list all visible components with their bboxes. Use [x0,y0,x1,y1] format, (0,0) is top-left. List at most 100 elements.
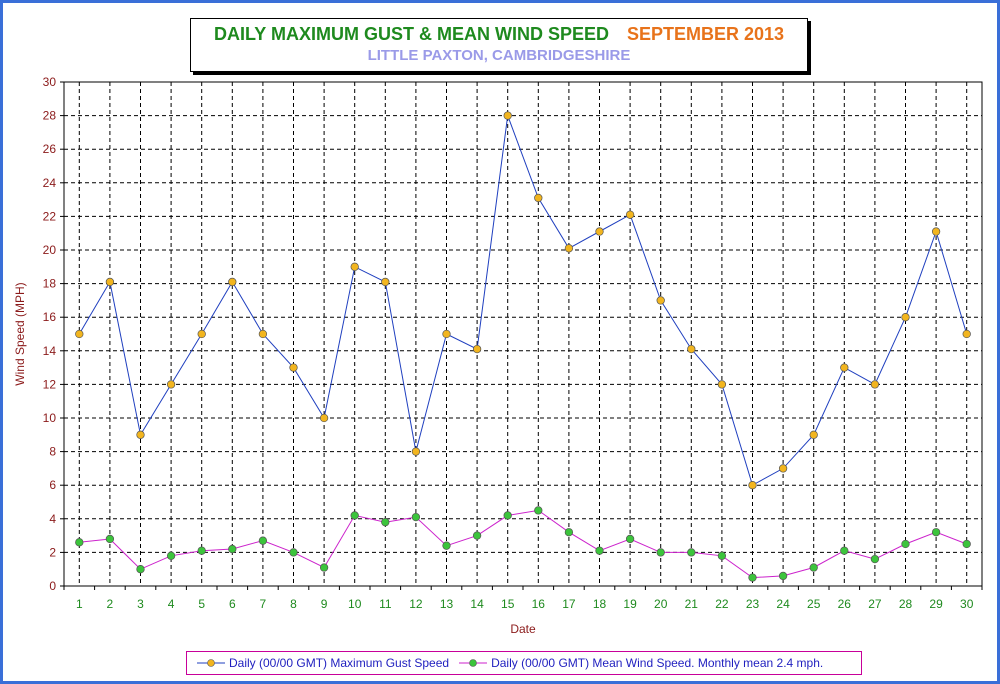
series-line-0 [78,115,968,486]
series-1-point [105,534,115,544]
series-0-point [656,296,665,305]
series-1-point [228,544,237,554]
series-1-point [687,548,696,557]
axes-layer [60,81,983,590]
x-tick-label: 30 [960,597,974,611]
series-1-point [564,528,574,537]
x-tick-label: 9 [321,597,328,611]
legend-item-mean: Daily (00/00 GMT) Mean Wind Speed. Month… [459,656,823,670]
series-0-point [136,430,145,439]
y-tick-label: 10 [43,411,57,425]
plot-area-border [63,81,983,587]
series-0-point [625,210,635,219]
y-axis-label: Wind Speed (MPH) [13,282,27,385]
series-0-point [319,413,329,423]
series-0-point [350,262,359,271]
x-tick-label: 12 [409,597,423,611]
y-tick-label: 18 [43,277,57,291]
grid-layer [64,82,982,586]
y-tick-label: 22 [43,209,57,223]
x-tick-label: 23 [746,597,760,611]
legend-item-gust: Daily (00/00 GMT) Maximum Gust Speed [197,656,449,670]
series-1-point [289,548,298,557]
series-0-point [962,329,971,339]
chart-title: DAILY MAXIMUM GUST & MEAN WIND SPEED [213,24,609,44]
series-0-point [381,277,390,287]
series-0-point [289,363,298,372]
series-1-point [197,546,206,555]
series-1-point [411,512,421,522]
series-1-point [840,546,849,555]
series-1-point [870,554,880,564]
series-1-point [962,539,971,549]
x-tick-label: 22 [715,597,729,611]
series-0-point [778,464,788,473]
legend-mean-label: Daily (00/00 GMT) Mean Wind Speed. Month… [491,656,824,670]
x-tick-label: 21 [685,597,699,611]
series-1-point [350,511,359,520]
series-1-point [258,536,268,545]
x-tick-label: 10 [348,597,362,611]
legend-gust-label: Daily (00/00 GMT) Maximum Gust Speed [229,656,450,670]
chart-title-line: DAILY MAXIMUM GUST & MEAN WIND SPEED SEPT… [191,24,807,45]
x-tick-label: 17 [562,597,576,611]
series-0-point [166,380,176,389]
series-0-point [197,329,206,339]
series-0-point [931,227,941,236]
y-tick-label: 24 [43,176,57,190]
y-tick-label: 4 [49,512,56,526]
legend-mean-marker-icon [459,659,488,667]
y-tick-label: 14 [43,344,57,358]
chart-subtitle: LITTLE PAXTON, CAMBRIDGESHIRE [367,47,631,64]
y-tick-label: 8 [49,445,56,459]
x-tick-label: 20 [654,597,668,611]
y-tick-label: 28 [43,109,57,123]
x-tick-label: 25 [807,597,821,611]
x-tick-label: 4 [168,597,175,611]
series-1-point [656,548,665,557]
y-tick-label: 20 [43,243,57,257]
x-tick-label: 3 [137,597,144,611]
y-tick-label: 30 [43,75,57,89]
x-tick-label: 6 [229,597,236,611]
x-tick-label: 15 [501,597,515,611]
x-tick-label: 8 [290,597,297,611]
series-0-point [105,277,115,287]
y-tick-label: 6 [49,478,56,492]
series-0-point [840,363,849,372]
y-tick-label: 26 [43,142,57,156]
series-1-point [534,506,543,515]
series-0-point [595,227,604,236]
series-0-point [472,344,482,354]
series-1-point [166,551,176,560]
series-0-point [258,329,268,339]
series-0-point [870,380,880,389]
series-0-point [717,380,727,389]
series-1-point [809,563,818,572]
chart-legend: Daily (00/00 GMT) Maximum Gust Speed Dai… [186,651,862,675]
series-0-point [687,344,696,354]
series-1-point [381,518,390,527]
x-tick-label: 13 [440,597,454,611]
series-1-point [901,539,910,549]
y-tick-label: 12 [43,377,57,391]
series-1-point [319,563,329,572]
series-1-point [931,528,941,537]
x-tick-label: 7 [260,597,267,611]
series-1-point [778,571,788,581]
x-tick-label: 27 [868,597,882,611]
y-tick-label: 16 [43,310,57,324]
y-tick-label: 2 [49,545,56,559]
series-0-point [75,329,84,339]
x-axis-label: Date [510,622,536,636]
series-1-point [75,538,84,547]
series-1-point [595,546,604,555]
series-1-point [442,541,451,550]
series-layer [75,111,971,582]
x-tick-label: 14 [470,597,484,611]
x-tick-label: 26 [838,597,852,611]
x-tick-label: 11 [379,597,392,611]
series-0-point [442,329,451,339]
